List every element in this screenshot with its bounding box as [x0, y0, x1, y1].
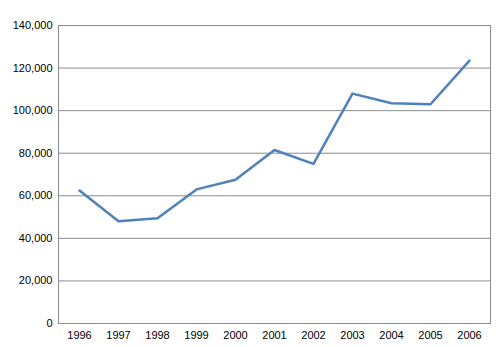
svg-text:140,000: 140,000	[13, 19, 53, 31]
svg-text:1999: 1999	[184, 329, 208, 341]
svg-text:2000: 2000	[223, 329, 247, 341]
svg-text:20,000: 20,000	[19, 274, 53, 286]
svg-text:2001: 2001	[262, 329, 286, 341]
svg-text:80,000: 80,000	[19, 147, 53, 159]
svg-text:2003: 2003	[340, 329, 364, 341]
svg-text:1997: 1997	[106, 329, 130, 341]
svg-text:2004: 2004	[379, 329, 403, 341]
svg-text:2006: 2006	[457, 329, 481, 341]
svg-text:60,000: 60,000	[19, 189, 53, 201]
svg-text:2002: 2002	[301, 329, 325, 341]
svg-text:120,000: 120,000	[13, 62, 53, 74]
svg-text:100,000: 100,000	[13, 104, 53, 116]
svg-text:0: 0	[46, 317, 52, 329]
svg-text:1996: 1996	[67, 329, 91, 341]
svg-text:1998: 1998	[145, 329, 169, 341]
svg-text:2005: 2005	[418, 329, 442, 341]
svg-text:40,000: 40,000	[19, 232, 53, 244]
